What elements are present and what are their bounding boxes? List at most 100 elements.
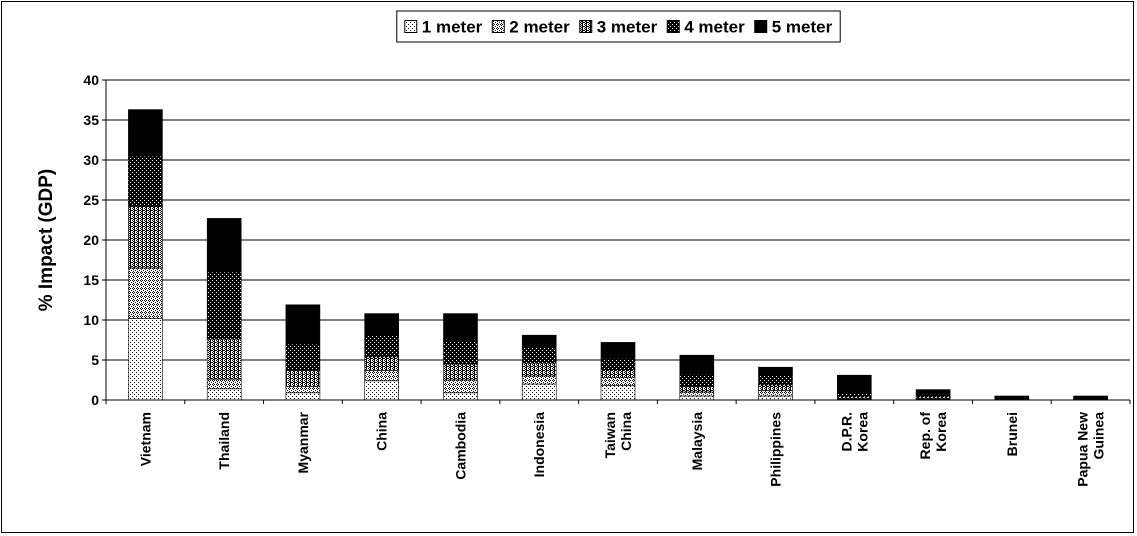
bar-segment-7-2 bbox=[679, 386, 715, 393]
y-tick-labels: 0 5 10 15 20 25 30 35 40 bbox=[83, 72, 99, 408]
bar-segment-1-3 bbox=[206, 271, 242, 340]
legend-swatch-2 bbox=[579, 20, 593, 33]
y-tick-label-4: 20 bbox=[83, 232, 99, 248]
x-tick-label-line-2-0: Myanmar bbox=[295, 411, 311, 473]
bar-segment-5-4 bbox=[521, 334, 557, 348]
x-tick-label-2: Myanmar bbox=[295, 411, 311, 473]
x-tick-label-line-9-0: D.P.R. bbox=[838, 412, 854, 451]
bar-segment-1-0 bbox=[206, 388, 242, 401]
bar-segment-11-4 bbox=[994, 395, 1030, 399]
bar-segment-4-1 bbox=[443, 379, 478, 394]
x-tick-label-9: D.P.R. Korea bbox=[838, 412, 870, 452]
x-tick-label-line-8-0: Philippines bbox=[768, 412, 784, 487]
bar-segment-5-0 bbox=[521, 383, 557, 401]
bar-segment-3-2 bbox=[364, 356, 400, 371]
x-tick-label-line-1-0: Thailand bbox=[216, 412, 232, 470]
bar-segment-8-0 bbox=[758, 395, 793, 401]
x-tick-label-6: Taiwan China bbox=[602, 412, 634, 459]
y-tick-label-8: 40 bbox=[83, 72, 99, 88]
bar-segment-0-4 bbox=[128, 109, 163, 157]
bar-segment-7-1 bbox=[679, 391, 715, 397]
bar-segment-6-4 bbox=[600, 342, 636, 359]
bar-segment-9-4 bbox=[836, 374, 872, 394]
x-tick-label-0: Vietnam bbox=[137, 412, 153, 466]
legend-swatch-3 bbox=[666, 20, 680, 33]
legend-label-4: 5 meter bbox=[772, 18, 833, 37]
bar-segment-7-4 bbox=[679, 354, 715, 375]
bar-segment-3-1 bbox=[364, 370, 400, 382]
bar-segment-8-3 bbox=[758, 374, 793, 386]
x-tick-label-line-12-0: Papua New bbox=[1075, 412, 1091, 487]
legend-swatch-1 bbox=[491, 20, 505, 33]
bar-segment-8-1 bbox=[758, 390, 793, 397]
legend: 1 meter 2 meter 3 meter 4 meter 5 meter bbox=[396, 10, 841, 43]
bar-segment-3-3 bbox=[364, 334, 400, 358]
gridlines bbox=[106, 79, 1130, 361]
y-axis-title: % Impact (GDP) bbox=[36, 169, 57, 312]
bar-segment-2-0 bbox=[285, 392, 321, 401]
bar-segment-10-3 bbox=[915, 394, 951, 398]
x-tick-label-line-0-0: Vietnam bbox=[137, 412, 153, 466]
bar-segment-6-1 bbox=[600, 377, 636, 386]
bars bbox=[128, 109, 1108, 401]
bar-segment-10-4 bbox=[915, 389, 951, 395]
bar-segment-8-2 bbox=[758, 384, 793, 391]
legend-swatch-4 bbox=[754, 20, 768, 33]
x-tick-label-line-6-1: China bbox=[618, 412, 634, 451]
legend-swatch-0 bbox=[404, 20, 418, 33]
bar-segment-0-0 bbox=[128, 318, 163, 401]
x-tick-labels: Vietnam Thailand Myanmar China Cambodia Indon… bbox=[137, 411, 1106, 486]
bar-segment-7-3 bbox=[679, 374, 715, 387]
legend-label-0: 1 meter bbox=[422, 18, 483, 37]
bar-segment-6-0 bbox=[600, 385, 636, 401]
axes bbox=[102, 79, 1131, 404]
bar-segment-8-4 bbox=[758, 366, 793, 376]
bar-segment-9-3 bbox=[836, 393, 872, 398]
bar-segment-4-0 bbox=[443, 392, 478, 401]
bar-segment-0-1 bbox=[128, 267, 163, 319]
x-tick-label-line-3-0: China bbox=[374, 412, 390, 451]
legend-label-3: 4 meter bbox=[684, 18, 745, 37]
bar-segment-5-1 bbox=[521, 375, 557, 385]
x-tick-label-line-10-1: Korea bbox=[933, 412, 949, 452]
y-tick-label-6: 30 bbox=[83, 152, 99, 168]
bar-segment-4-2 bbox=[443, 363, 478, 381]
bar-segment-6-3 bbox=[600, 358, 636, 370]
y-tick-label-0: 0 bbox=[91, 392, 99, 408]
bar-segment-5-3 bbox=[521, 346, 557, 364]
x-tick-label-line-11-0: Brunei bbox=[1004, 412, 1020, 456]
x-tick-label-5: Indonesia bbox=[531, 412, 547, 478]
bar-segment-7-0 bbox=[679, 395, 715, 401]
bar-segment-1-1 bbox=[206, 378, 242, 390]
x-tick-label-line-7-0: Malaysia bbox=[689, 412, 705, 471]
bar-segment-12-4 bbox=[1073, 395, 1108, 399]
bar-segment-4-3 bbox=[443, 341, 478, 365]
bar-segment-2-2 bbox=[285, 370, 321, 387]
x-tick-label-line-10-0: Rep. of bbox=[917, 412, 933, 460]
x-tick-label-1: Thailand bbox=[216, 412, 232, 470]
bar-segment-2-3 bbox=[285, 343, 321, 371]
y-tick-label-5: 25 bbox=[83, 192, 99, 208]
legend-label-2: 3 meter bbox=[597, 18, 658, 37]
bar-segment-2-4 bbox=[285, 304, 321, 345]
x-tick-label-3: China bbox=[374, 412, 390, 451]
x-tick-label-line-6-0: Taiwan bbox=[602, 412, 618, 458]
x-tick-label-line-9-1: Korea bbox=[854, 412, 870, 452]
x-tick-label-line-4-0: Cambodia bbox=[453, 412, 469, 480]
legend-label-1: 2 meter bbox=[509, 18, 570, 37]
bar-segment-1-4 bbox=[206, 218, 242, 273]
x-tick-label-8: Philippines bbox=[768, 412, 784, 487]
y-tick-label-2: 10 bbox=[83, 312, 99, 328]
x-tick-label-line-12-1: Guinea bbox=[1091, 412, 1107, 460]
bar-segment-0-2 bbox=[128, 206, 163, 269]
bar-segment-1-2 bbox=[206, 338, 242, 380]
x-tick-label-7: Malaysia bbox=[689, 412, 705, 471]
x-tick-label-11: Brunei bbox=[1004, 412, 1020, 456]
y-tick-label-7: 35 bbox=[83, 112, 99, 128]
x-tick-label-12: Papua New Guinea bbox=[1075, 412, 1107, 487]
bar-segment-5-2 bbox=[521, 362, 557, 377]
bar-segment-6-2 bbox=[600, 369, 636, 378]
y-tick-label-3: 15 bbox=[83, 272, 99, 288]
